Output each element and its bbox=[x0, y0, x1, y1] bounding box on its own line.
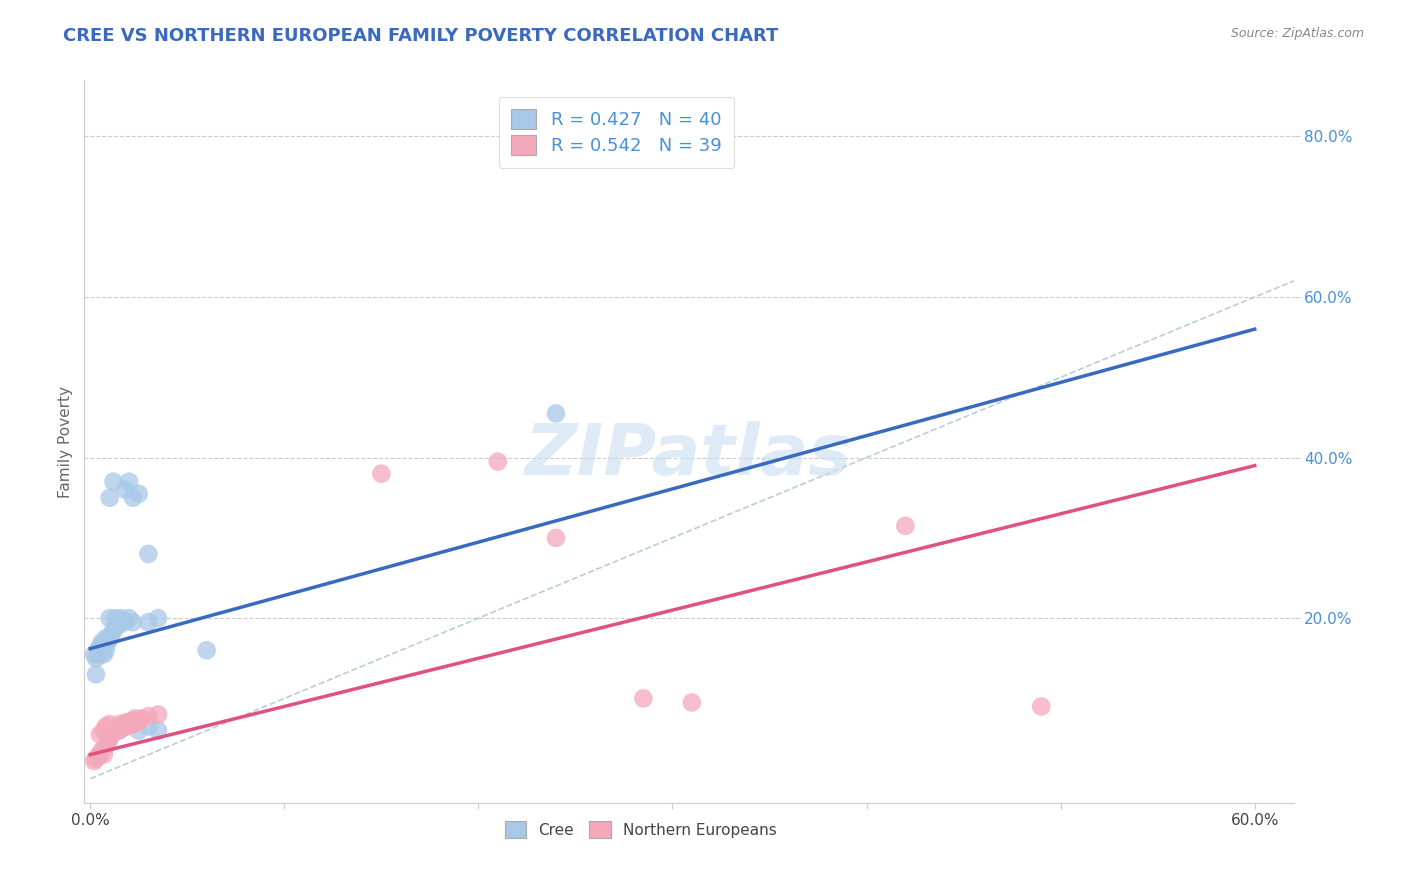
Point bbox=[87, 643, 110, 657]
Point bbox=[129, 712, 152, 726]
Point bbox=[103, 725, 125, 739]
Point bbox=[100, 627, 122, 641]
Point bbox=[108, 719, 131, 733]
Point bbox=[114, 715, 136, 730]
Point bbox=[98, 491, 121, 505]
Y-axis label: Family Poverty: Family Poverty bbox=[58, 385, 73, 498]
Point bbox=[97, 735, 120, 749]
Point bbox=[146, 611, 169, 625]
Text: ZIPatlas: ZIPatlas bbox=[526, 422, 852, 491]
Point bbox=[104, 611, 127, 625]
Point bbox=[89, 747, 111, 762]
Point bbox=[108, 615, 131, 630]
Point bbox=[84, 651, 107, 665]
Point bbox=[87, 648, 110, 662]
Point bbox=[89, 648, 111, 662]
Point bbox=[93, 639, 115, 653]
Point bbox=[90, 744, 112, 758]
Point bbox=[104, 722, 127, 736]
Point bbox=[100, 728, 122, 742]
Point bbox=[103, 475, 125, 489]
Point bbox=[110, 611, 132, 625]
Point bbox=[90, 635, 112, 649]
Point bbox=[98, 632, 121, 646]
Point bbox=[98, 611, 121, 625]
Point bbox=[894, 518, 917, 533]
Point bbox=[93, 747, 115, 762]
Point bbox=[90, 643, 112, 657]
Point bbox=[122, 491, 145, 505]
Point bbox=[97, 635, 120, 649]
Point bbox=[544, 406, 567, 420]
Point bbox=[98, 717, 121, 731]
Point bbox=[93, 723, 115, 738]
Point bbox=[84, 667, 107, 681]
Point bbox=[138, 719, 160, 733]
Point bbox=[486, 454, 509, 468]
Point bbox=[93, 648, 115, 662]
Point bbox=[98, 731, 121, 746]
Point bbox=[89, 728, 111, 742]
Point bbox=[138, 709, 160, 723]
Point bbox=[633, 691, 655, 706]
Legend: Cree, Northern Europeans: Cree, Northern Europeans bbox=[496, 814, 785, 846]
Point bbox=[94, 632, 117, 646]
Point bbox=[87, 749, 110, 764]
Point bbox=[94, 739, 117, 754]
Point bbox=[146, 723, 169, 738]
Point bbox=[103, 623, 125, 637]
Point bbox=[114, 483, 136, 497]
Point bbox=[120, 714, 142, 728]
Point bbox=[94, 643, 117, 657]
Point bbox=[146, 707, 169, 722]
Point bbox=[108, 717, 131, 731]
Point bbox=[138, 547, 160, 561]
Point bbox=[681, 696, 703, 710]
Point bbox=[110, 722, 132, 736]
Point bbox=[115, 719, 138, 733]
Point bbox=[1031, 699, 1053, 714]
Point bbox=[124, 712, 146, 726]
Point bbox=[544, 531, 567, 545]
Point bbox=[105, 619, 128, 633]
Point bbox=[370, 467, 392, 481]
Point bbox=[83, 754, 105, 768]
Point bbox=[105, 723, 128, 738]
Point bbox=[122, 615, 145, 630]
Text: CREE VS NORTHERN EUROPEAN FAMILY POVERTY CORRELATION CHART: CREE VS NORTHERN EUROPEAN FAMILY POVERTY… bbox=[63, 27, 779, 45]
Point bbox=[195, 643, 218, 657]
Point bbox=[114, 615, 136, 630]
Point bbox=[118, 715, 141, 730]
Point bbox=[84, 751, 107, 765]
Point bbox=[89, 639, 111, 653]
Point bbox=[128, 714, 150, 728]
Point bbox=[83, 648, 105, 662]
Point bbox=[128, 487, 150, 501]
Point bbox=[122, 717, 145, 731]
Point bbox=[128, 723, 150, 738]
Point bbox=[118, 611, 141, 625]
Point bbox=[125, 715, 148, 730]
Point bbox=[94, 719, 117, 733]
Text: Source: ZipAtlas.com: Source: ZipAtlas.com bbox=[1230, 27, 1364, 40]
Point bbox=[112, 719, 135, 733]
Point bbox=[138, 615, 160, 630]
Point bbox=[108, 723, 131, 738]
Point bbox=[118, 475, 141, 489]
